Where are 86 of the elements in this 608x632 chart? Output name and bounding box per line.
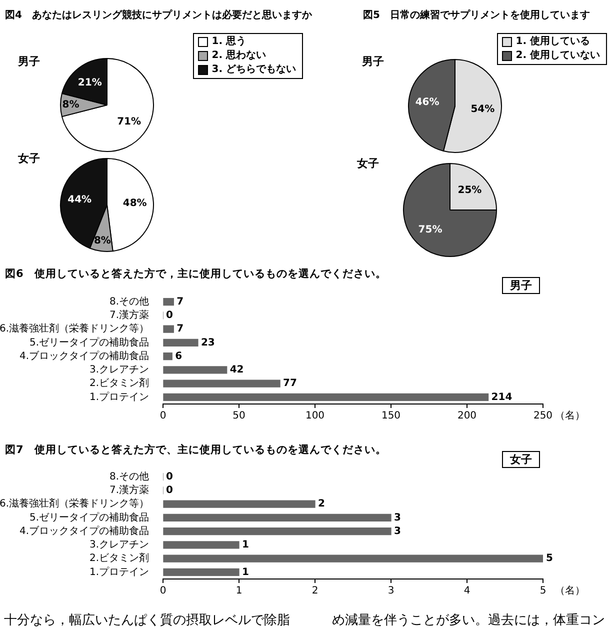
x-tick-label: 2 bbox=[312, 586, 318, 597]
bar bbox=[163, 380, 280, 388]
x-tick-label: 3 bbox=[388, 586, 394, 597]
y-tick-label: 6.滋養強壮剤（栄養ドリンク等） bbox=[0, 498, 149, 510]
slice-label: 男子 bbox=[362, 55, 384, 68]
y-tick-label: 8.その他 bbox=[109, 470, 149, 482]
data-label: 0 bbox=[166, 485, 173, 496]
data-label: 214 bbox=[491, 392, 512, 403]
bar bbox=[163, 338, 198, 347]
y-tick-label: 7.漢方薬 bbox=[109, 484, 149, 496]
bar bbox=[163, 554, 543, 562]
x-tick-label: 5 bbox=[540, 586, 546, 597]
y-tick-label: 7.漢方薬 bbox=[109, 309, 149, 322]
text: 十分なら，幅広いたんぱく質の摂取レベルで除脂 bbox=[4, 613, 290, 629]
x-tick-label: 1 bbox=[236, 586, 242, 597]
y-tick-label: 2.ビタミン剤 bbox=[89, 377, 149, 390]
bar bbox=[163, 325, 174, 333]
chart-subtitle: 女子 bbox=[502, 451, 540, 468]
chart-title: 図5 日常の練習でサプリメントを使用しています bbox=[363, 9, 590, 23]
y-tick-label: 8.その他 bbox=[109, 295, 149, 308]
data-label: 6 bbox=[175, 350, 182, 362]
slice-label: 女子 bbox=[357, 157, 379, 170]
x-tick-label: 50 bbox=[232, 410, 246, 422]
data-label: 0 bbox=[166, 310, 173, 322]
chart-title: 図4 あなたはレスリング競技にサプリメントは必要だと思いますか bbox=[5, 9, 312, 23]
y-tick-label: 1.プロテイン bbox=[89, 566, 149, 578]
y-tick-label: 5.ゼリータイプの補助食品 bbox=[29, 511, 149, 524]
data-label: 23 bbox=[200, 337, 215, 348]
x-tick-label: 250 bbox=[533, 410, 553, 422]
x-tick-label: 100 bbox=[305, 410, 325, 422]
bar bbox=[163, 393, 489, 402]
chart-subtitle: 男子 bbox=[502, 277, 540, 294]
data-label: 8% bbox=[62, 100, 80, 111]
bar bbox=[163, 366, 228, 374]
bar bbox=[163, 527, 392, 536]
data-label: 75% bbox=[418, 224, 442, 236]
data-label: 5 bbox=[546, 553, 553, 564]
x-tick-label: 200 bbox=[457, 410, 477, 422]
data-label: 1 bbox=[242, 566, 249, 578]
x-axis-title: （名） bbox=[555, 410, 585, 422]
y-tick-label: 3.クレアチン bbox=[89, 364, 149, 376]
legend-label: 3. どちらでもない bbox=[212, 63, 296, 77]
x-axis-title: （名） bbox=[555, 584, 585, 597]
data-label: 71% bbox=[117, 116, 142, 128]
x-tick-label: 4 bbox=[464, 586, 470, 597]
text: め減量を伴うことが多い。過去には，体重コン bbox=[332, 613, 605, 629]
y-tick-label: 4.ブロックタイプの補助食品 bbox=[19, 524, 149, 537]
data-label: 48% bbox=[122, 198, 147, 209]
data-label: 0 bbox=[166, 471, 173, 482]
data-label: 77 bbox=[283, 378, 297, 390]
x-tick-label: 0 bbox=[160, 410, 166, 422]
y-tick-label: 2.ビタミン剤 bbox=[89, 552, 149, 564]
legend-label: 2. 思わない bbox=[212, 49, 266, 63]
data-label: 44% bbox=[68, 194, 92, 206]
data-label: 8% bbox=[94, 236, 111, 247]
y-tick-label: 5.ゼリータイプの補助食品 bbox=[29, 336, 149, 348]
data-label: 3 bbox=[394, 526, 401, 537]
bar bbox=[163, 298, 174, 306]
data-label: 46% bbox=[415, 97, 440, 108]
slice-label: 男子 bbox=[18, 55, 40, 68]
bar bbox=[163, 352, 172, 360]
y-tick-label: 6.滋養強壮剤（栄養ドリンク等） bbox=[0, 322, 149, 335]
data-label: 2 bbox=[318, 498, 325, 510]
data-label: 7 bbox=[176, 296, 184, 308]
bar bbox=[163, 568, 240, 576]
x-tick-label: 0 bbox=[160, 586, 166, 597]
data-label: 54% bbox=[470, 104, 495, 116]
data-label: 25% bbox=[458, 184, 482, 196]
bar bbox=[163, 541, 240, 549]
data-label: 42 bbox=[230, 364, 244, 376]
legend-label: 1. 思う bbox=[212, 35, 246, 49]
y-tick-label: 1.プロテイン bbox=[89, 390, 149, 403]
data-label: 21% bbox=[78, 78, 102, 89]
chart-title: 図7 使用していると答えた方で、主に使用しているものを選んでください。 bbox=[5, 443, 386, 457]
legend-label: 1. 使用している bbox=[516, 35, 590, 49]
slice-label: 女子 bbox=[18, 152, 40, 165]
bar bbox=[163, 514, 392, 522]
chart-title: 図6 使用していると答えた方で，主に使用しているものを選んでください。 bbox=[5, 267, 386, 281]
y-tick-label: 4.ブロックタイプの補助食品 bbox=[19, 350, 149, 362]
data-label: 3 bbox=[394, 512, 401, 524]
y-tick-label: 3.クレアチン bbox=[89, 540, 149, 551]
x-tick-label: 150 bbox=[381, 410, 401, 422]
data-label: 1 bbox=[242, 540, 249, 551]
bar bbox=[163, 500, 316, 508]
legend-label: 2. 使用していない bbox=[516, 49, 600, 63]
data-label: 7 bbox=[176, 324, 184, 335]
